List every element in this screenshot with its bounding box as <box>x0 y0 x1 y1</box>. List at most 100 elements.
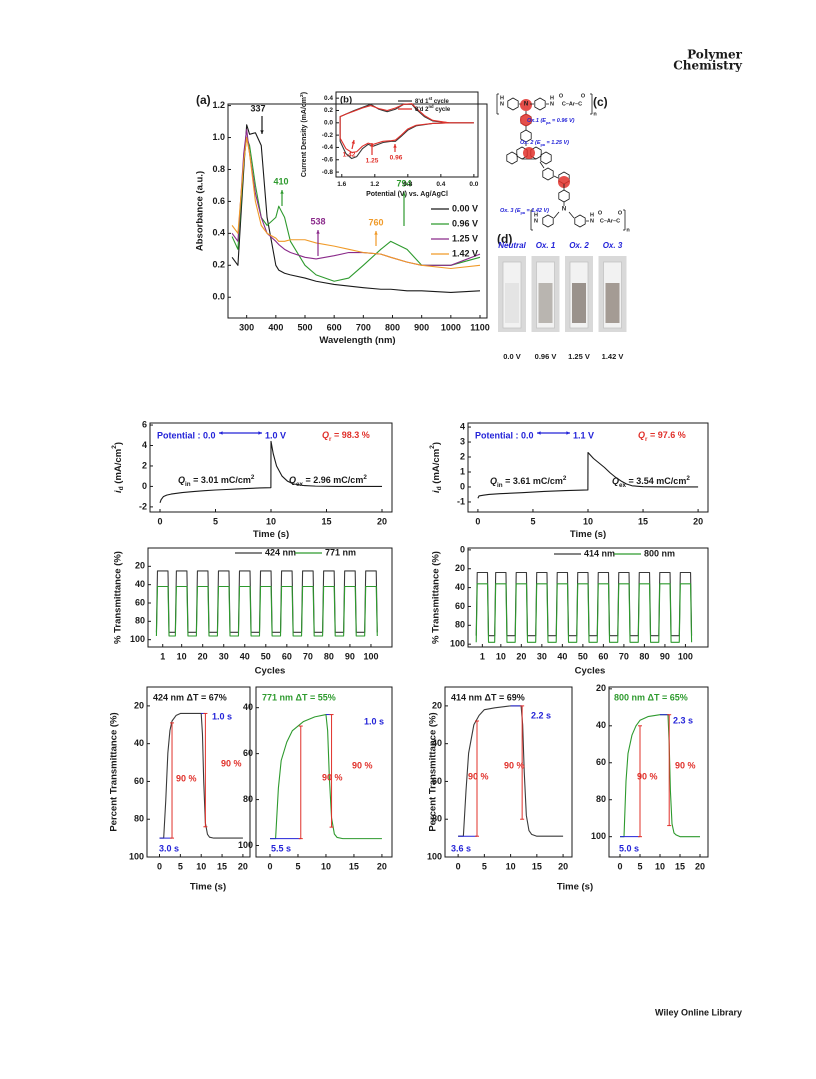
data-line <box>475 583 693 643</box>
bond <box>568 211 575 219</box>
legend-label: 1.42 V <box>452 248 478 258</box>
atom-label: H <box>550 95 554 101</box>
x-tick-label: 5 <box>482 861 487 871</box>
bond <box>539 161 545 169</box>
x-tick-label: 40 <box>557 651 567 661</box>
text-segment: = 3.01 mC/cm <box>191 475 251 485</box>
oxidation-site <box>558 176 570 188</box>
text-segment: Q <box>638 430 645 440</box>
footer: Wiley Online Library <box>655 1007 742 1017</box>
atom-label: O <box>581 93 586 99</box>
atom-label: H <box>590 212 594 218</box>
text-segment: in <box>497 482 503 489</box>
x-tick-label: 20 <box>693 516 703 526</box>
text-segment: nd <box>428 104 434 109</box>
y-tick-label: 80 <box>432 814 442 824</box>
annotation: Potential : 0.0 <box>475 430 534 440</box>
x-tick-label: 0 <box>475 516 480 526</box>
y-tick-label: 0.0 <box>324 120 333 127</box>
film <box>505 283 519 323</box>
benzene-ring <box>507 97 519 111</box>
data-line <box>155 585 378 637</box>
text-segment: = 0.96 V) <box>550 118 574 124</box>
x-tick-label: 1000 <box>441 322 461 332</box>
annotation: 1.42 <box>343 152 356 159</box>
x-tick-label: 70 <box>303 651 313 661</box>
plot-frame <box>227 103 488 319</box>
y-tick-label: 100 <box>130 634 145 644</box>
data-line <box>269 714 382 840</box>
y-tick-label: 0.2 <box>212 260 225 270</box>
text-segment: Q <box>178 475 185 485</box>
text-segment: 2 <box>299 94 305 97</box>
text-segment: ) <box>113 442 124 445</box>
panel-label: (b) <box>340 95 352 106</box>
arrow-head <box>260 130 264 134</box>
y-tick-label: 1.2 <box>212 100 225 110</box>
y-tick-label: 40 <box>134 738 144 748</box>
y-tick-label: 3 <box>460 436 465 446</box>
atom-label: N <box>590 218 594 224</box>
annotation: 3.0 s <box>159 843 179 853</box>
potential-label: 1.42 V <box>602 352 624 361</box>
annotation: 1.0 s <box>212 711 232 721</box>
y-axis-label: Percent Transmittance (%) <box>109 712 120 831</box>
y-tick-label: 60 <box>243 748 253 758</box>
y-axis-label: id (mA/cm2) <box>111 442 125 493</box>
linker: C–Ar–C <box>600 218 620 224</box>
x-tick-label: 500 <box>297 322 312 332</box>
y-tick-label: 40 <box>455 582 465 592</box>
oxidation-label: Ox.1 (Epa = 0.96 V) <box>527 118 575 125</box>
text-segment: cycle <box>434 107 451 113</box>
annotation: 337 <box>250 103 265 113</box>
text-segment: = 1.25 V) <box>545 140 569 146</box>
y-tick-label: 80 <box>243 794 253 804</box>
arrow-head <box>566 431 570 435</box>
annotation: Potential : 0.0 <box>157 430 216 440</box>
data-line <box>231 124 481 293</box>
y-tick-label: 0 <box>142 481 147 491</box>
x-tick-label: 15 <box>675 861 685 871</box>
legend-label: 771 nm <box>325 547 356 557</box>
text-segment: pa <box>520 211 525 215</box>
text-segment: = 2.96 mC/cm <box>303 475 363 485</box>
x-tick-label: 50 <box>261 651 271 661</box>
journal-name: Polymer <box>687 48 743 62</box>
y-tick-label: 4 <box>460 421 465 431</box>
x-tick-label: 1.6 <box>337 181 346 188</box>
state-label: Neutral <box>498 241 526 250</box>
y-tick-label: 100 <box>238 840 253 850</box>
legend-label: 8'd 1st cycle <box>415 96 450 105</box>
text-segment: Ox. 3 ( <box>500 208 518 214</box>
text-segment: Ox.1 ( <box>527 118 543 124</box>
y-tick-label: 40 <box>135 579 145 589</box>
x-tick-label: 90 <box>345 651 355 661</box>
text-segment: in <box>185 481 191 488</box>
annotation: 90 % <box>352 760 373 770</box>
oxidation-site <box>520 99 532 111</box>
x-tick-label: 15 <box>638 516 648 526</box>
y-tick-label: 0.8 <box>212 164 225 174</box>
x-axis-label: Time (s) <box>557 882 593 893</box>
annotation: 5.5 s <box>271 843 291 853</box>
potential-label: 0.0 V <box>503 352 521 361</box>
text-segment: ) <box>301 92 308 94</box>
benzene-ring <box>542 167 554 181</box>
y-tick-label: 2 <box>142 460 147 470</box>
annotation: 3.6 s <box>451 843 471 853</box>
panel-label: (a) <box>196 93 211 107</box>
plot-frame <box>608 686 709 858</box>
text-segment: 2 <box>429 445 436 449</box>
x-tick-label: 15 <box>321 516 331 526</box>
text-segment: = 3.61 mC/cm <box>503 476 563 486</box>
y-tick-label: 20 <box>135 561 145 571</box>
arrow-head <box>537 431 541 435</box>
y-tick-label: 0.0 <box>212 292 225 302</box>
y-axis-label: % Transmittance (%) <box>113 551 124 644</box>
y-tick-label: -0.8 <box>322 169 334 176</box>
x-tick-label: 5 <box>178 861 183 871</box>
annotation: 1.25 <box>366 158 379 165</box>
text-segment: (mA/cm <box>113 449 124 486</box>
x-tick-label: 20 <box>198 651 208 661</box>
x-tick-label: 0 <box>617 861 622 871</box>
